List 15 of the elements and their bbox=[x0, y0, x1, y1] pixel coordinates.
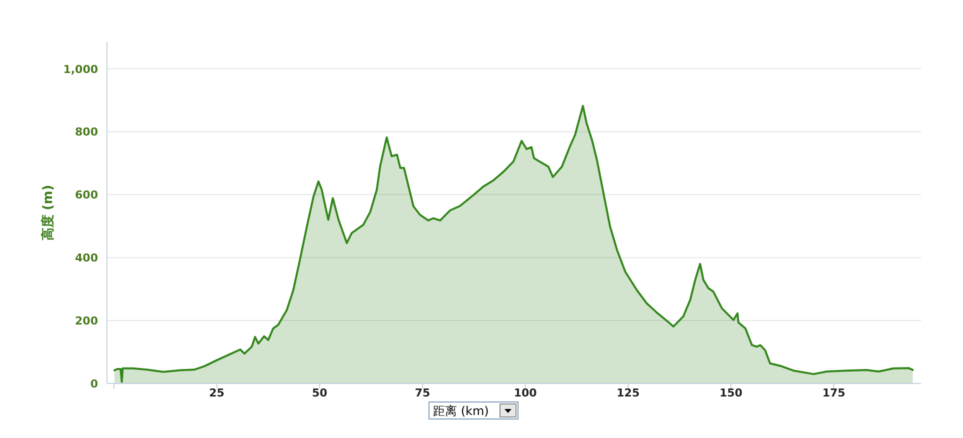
y-tick-label: 0 bbox=[90, 378, 98, 390]
x-tick-label: 75 bbox=[414, 386, 430, 400]
x-tick-label: 125 bbox=[616, 386, 640, 400]
x-tick-label: 50 bbox=[312, 386, 328, 400]
y-tick-label: 400 bbox=[75, 252, 98, 265]
x-tick-label: 175 bbox=[822, 386, 846, 400]
y-axis-title: 高度 (m) bbox=[40, 184, 56, 241]
x-tick-label: 100 bbox=[514, 386, 538, 400]
y-tick-label: 200 bbox=[75, 314, 98, 328]
y-tick-label: 600 bbox=[75, 188, 98, 202]
x-axis-title: 距离 (km) bbox=[433, 404, 489, 418]
x-tick-label: 25 bbox=[209, 386, 224, 400]
x-tick-label: 150 bbox=[719, 386, 743, 400]
y-tick-label: 1,000 bbox=[63, 62, 98, 76]
y-tick-label: 800 bbox=[75, 126, 98, 139]
